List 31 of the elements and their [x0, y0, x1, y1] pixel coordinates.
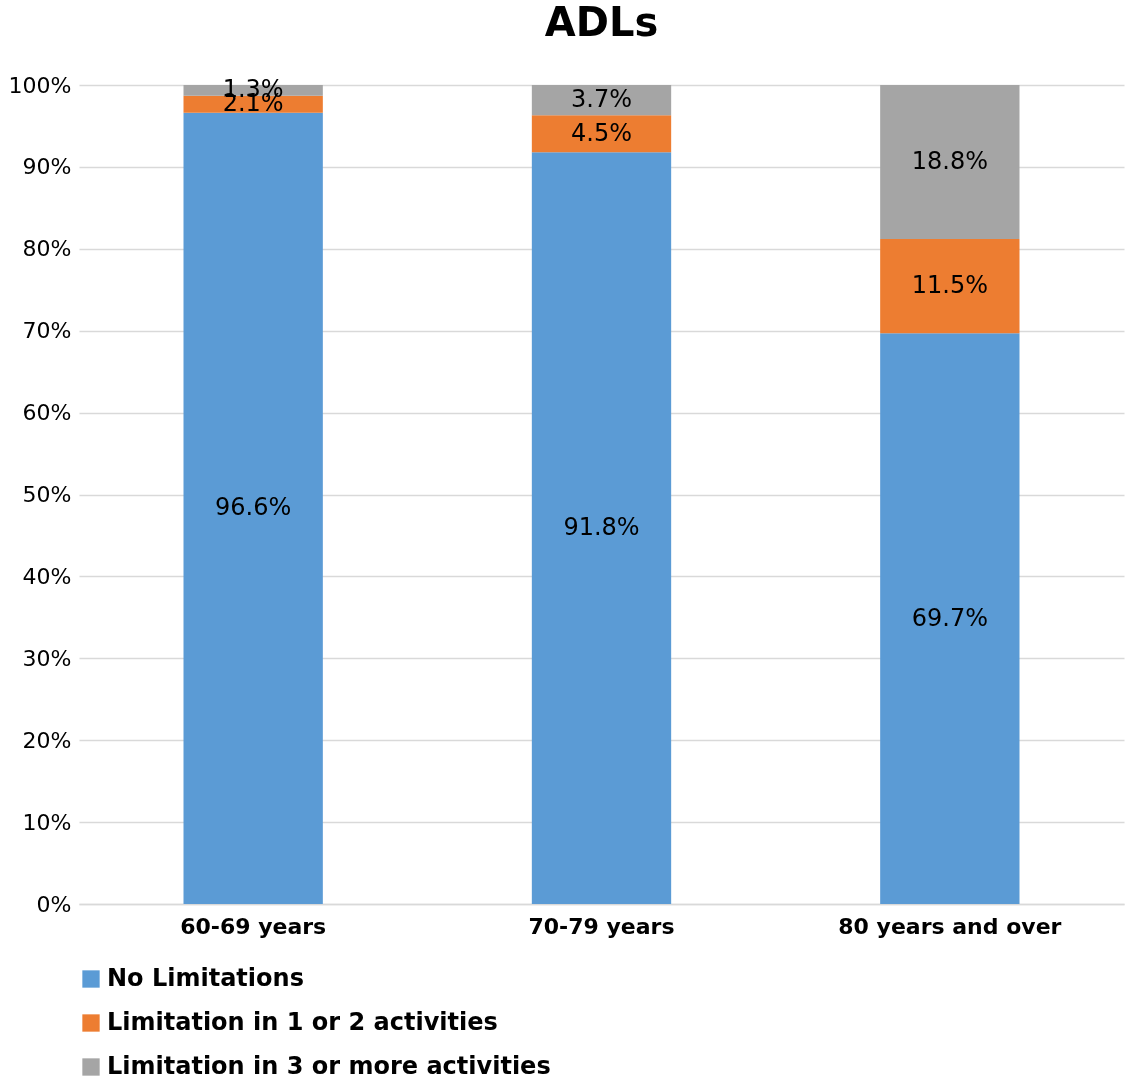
bar [880, 238, 1020, 334]
legend-label: Limitation in 1 or 2 activities [107, 1008, 498, 1036]
y-tick-label: 50% [22, 482, 72, 507]
bar [183, 112, 323, 904]
data-label: 96.6% [215, 493, 292, 522]
legend-label: Limitation in 3 or more activities [107, 1052, 551, 1080]
y-tick-label: 60% [22, 400, 72, 426]
legend-label: No Limitations [107, 964, 304, 992]
y-tick-label: 30% [22, 645, 72, 671]
y-tick-label: 0% [36, 891, 72, 917]
bar [531, 115, 672, 153]
bar [880, 85, 1020, 239]
data-label: 91.8% [563, 513, 640, 542]
y-tick-label: 100% [8, 72, 72, 98]
chart-title: ADLs [544, 0, 659, 45]
y-tick-label: 90% [22, 154, 72, 180]
data-label: 4.5% [571, 118, 632, 147]
y-tick-label: 10% [22, 809, 72, 835]
y-tick-label: 80% [22, 236, 72, 262]
bar [531, 152, 672, 904]
y-tick-label: 20% [22, 727, 72, 753]
data-label: 18.8% [911, 146, 988, 175]
x-tick-label: 60-69 years [180, 913, 327, 939]
y-tick-label: 70% [22, 318, 72, 344]
x-tick-label: 70-79 years [528, 913, 675, 939]
y-tick-label: 40% [22, 563, 72, 589]
data-label: 3.7% [571, 85, 632, 114]
data-label: 11.5% [911, 271, 988, 300]
bar [880, 333, 1020, 904]
data-label: 69.7% [911, 603, 988, 632]
x-tick-label: 80 years and over [838, 913, 1062, 939]
